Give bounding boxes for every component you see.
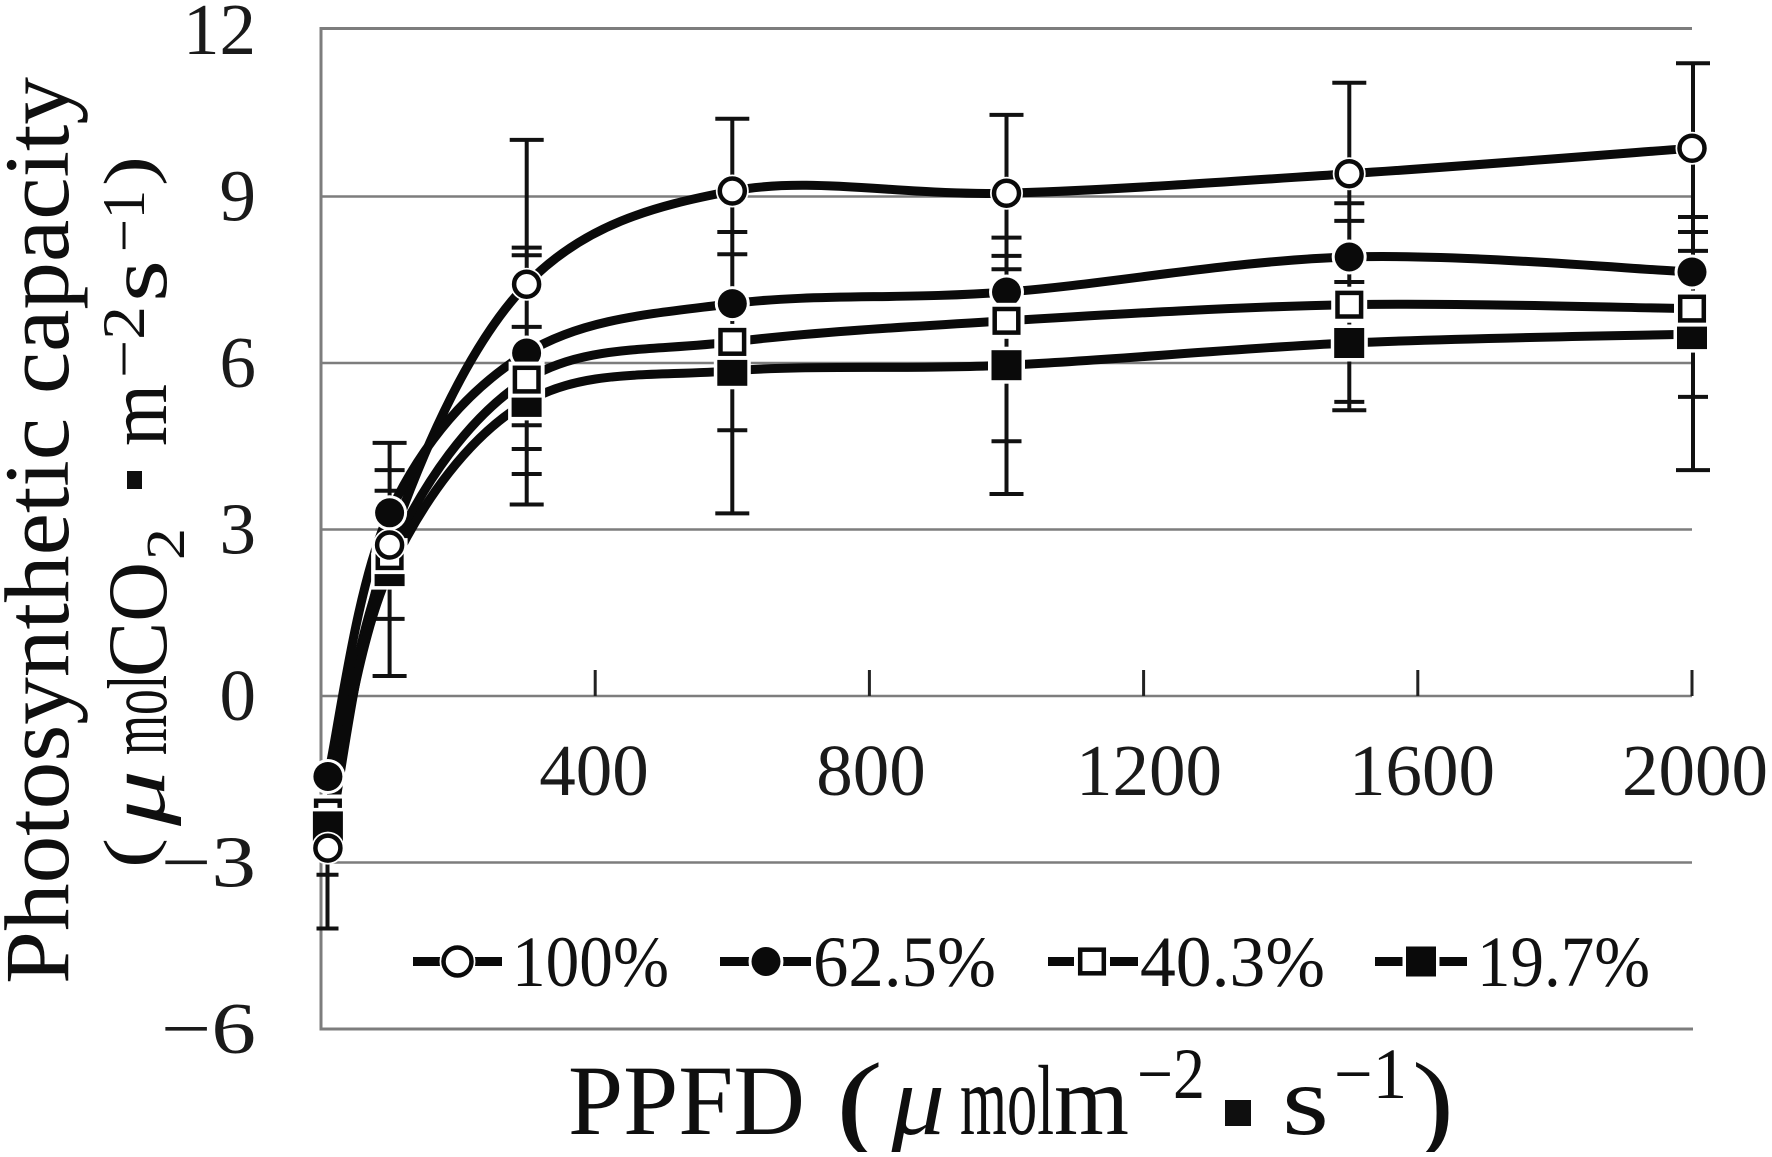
- svg-text:2: 2: [135, 528, 196, 560]
- svg-text:−2: −2: [91, 306, 157, 378]
- svg-text:m: m: [91, 384, 185, 446]
- svg-text:0: 0: [220, 655, 257, 736]
- svg-text:m: m: [1054, 1045, 1129, 1152]
- svg-text:2000: 2000: [1622, 730, 1768, 811]
- svg-text:(: (: [836, 1041, 883, 1152]
- svg-text:−6: −6: [161, 988, 256, 1069]
- svg-text:−1: −1: [1334, 1034, 1407, 1114]
- svg-text:3: 3: [220, 489, 257, 570]
- svg-text:s: s: [91, 260, 185, 302]
- svg-text:6: 6: [220, 322, 257, 403]
- svg-text:mol: mol: [91, 675, 185, 755]
- svg-text:): ): [1412, 1041, 1454, 1152]
- svg-text:12: 12: [183, 0, 256, 70]
- svg-text:CO: CO: [91, 562, 185, 677]
- svg-text:): ): [91, 156, 168, 186]
- svg-text:mol: mol: [960, 1045, 1054, 1152]
- svg-text:PPFD: PPFD: [568, 1045, 805, 1152]
- svg-text:100%: 100%: [512, 922, 669, 1002]
- svg-text:400: 400: [539, 730, 649, 811]
- svg-text:−1: −1: [91, 190, 157, 252]
- svg-text:Photosynthetic capacity: Photosynthetic capacity: [0, 77, 88, 984]
- svg-text:1600: 1600: [1349, 730, 1495, 811]
- svg-text:40.3%: 40.3%: [1140, 922, 1325, 1002]
- svg-text:1200: 1200: [1076, 730, 1222, 811]
- svg-text:19.7%: 19.7%: [1477, 922, 1650, 1002]
- svg-text:800: 800: [816, 730, 926, 811]
- svg-text:9: 9: [220, 156, 257, 237]
- svg-text:μ: μ: [94, 770, 182, 827]
- svg-text:−3: −3: [161, 822, 256, 903]
- svg-text:s: s: [1282, 1045, 1329, 1152]
- svg-text:(: (: [91, 838, 168, 868]
- svg-text:−2: −2: [1137, 1034, 1205, 1114]
- svg-text:62.5%: 62.5%: [813, 922, 996, 1002]
- svg-text:μ: μ: [890, 1045, 945, 1152]
